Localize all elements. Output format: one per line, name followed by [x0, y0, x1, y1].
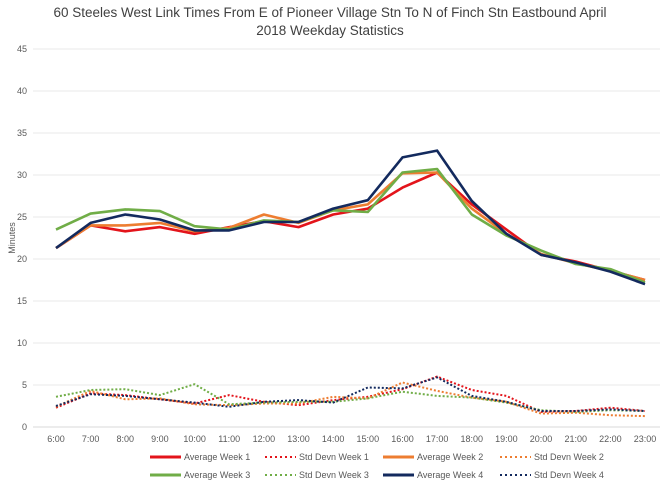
- legend-item: Average Week 2: [383, 452, 483, 462]
- x-tick-label: 10:00: [183, 434, 206, 444]
- x-tick-label: 15:00: [357, 434, 380, 444]
- series-line-average-week-1: [55, 171, 646, 282]
- chart-title-line1: 60 Steeles West Link Times From E of Pio…: [53, 5, 606, 20]
- legend-item: Std Devn Week 1: [265, 452, 369, 462]
- legend-label: Average Week 3: [184, 470, 250, 480]
- x-tick-label: 13:00: [287, 434, 310, 444]
- series-line-average-week-3: [55, 167, 646, 284]
- x-tick-label: 14:00: [322, 434, 345, 444]
- y-tick-label: 30: [17, 170, 27, 180]
- x-tick-label: 11:00: [218, 434, 240, 444]
- y-tick-label: 15: [17, 296, 27, 306]
- legend-item: Average Week 4: [383, 470, 483, 480]
- series-lines: [55, 149, 646, 418]
- legend-label: Std Devn Week 2: [534, 452, 604, 462]
- series-line-std-devn-week-2: [55, 381, 646, 418]
- y-tick-label: 5: [22, 380, 27, 390]
- x-tick-label: 7:00: [82, 434, 100, 444]
- y-tick-label: 25: [17, 212, 27, 222]
- legend-label: Average Week 2: [417, 452, 483, 462]
- y-tick-label: 40: [17, 86, 27, 96]
- legend-label: Std Devn Week 3: [299, 470, 369, 480]
- x-tick-label: 9:00: [151, 434, 169, 444]
- y-axis-label: Minutes: [7, 222, 17, 254]
- y-tick-label: 20: [17, 254, 27, 264]
- x-tick-label: 21:00: [564, 434, 587, 444]
- x-tick-label: 16:00: [391, 434, 414, 444]
- legend-label: Average Week 1: [184, 452, 250, 462]
- y-tick-label: 45: [17, 44, 27, 54]
- x-tick-label: 23:00: [634, 434, 657, 444]
- x-tick-label: 22:00: [599, 434, 622, 444]
- x-tick-label: 12:00: [253, 434, 276, 444]
- chart-title-line2: 2018 Weekday Statistics: [256, 23, 404, 38]
- legend: Average Week 1 Std Devn Week 1 Average Wee…: [150, 452, 604, 480]
- y-tick-labels: 0 5 10 15 20 25 30 35 40 45: [17, 44, 27, 432]
- legend-item: Average Week 1: [150, 452, 250, 462]
- series-line-std-devn-week-1: [55, 375, 646, 413]
- x-tick-label: 8:00: [117, 434, 135, 444]
- x-tick-labels: 6:00 7:00 8:00 9:00 10:00 11:00 12:00 13:00 14:0…: [47, 434, 656, 444]
- y-tick-label: 10: [17, 338, 27, 348]
- series-line-average-week-4: [55, 149, 646, 286]
- x-tick-label: 19:00: [495, 434, 518, 444]
- x-tick-label: 6:00: [47, 434, 65, 444]
- legend-item: Std Devn Week 4: [500, 470, 604, 480]
- legend-label: Average Week 4: [417, 470, 483, 480]
- legend-item: Average Week 3: [150, 470, 250, 480]
- gridlines: [33, 48, 660, 428]
- legend-item: Std Devn Week 3: [265, 470, 369, 480]
- series-line-std-devn-week-4: [55, 376, 646, 412]
- y-tick-label: 0: [22, 422, 27, 432]
- legend-label: Std Devn Week 4: [534, 470, 604, 480]
- x-tick-label: 17:00: [426, 434, 449, 444]
- x-tick-label: 18:00: [460, 434, 483, 444]
- x-tick-label: 20:00: [530, 434, 553, 444]
- legend-item: Std Devn Week 2: [500, 452, 604, 462]
- legend-label: Std Devn Week 1: [299, 452, 369, 462]
- series-line-average-week-2: [55, 171, 646, 282]
- y-tick-label: 35: [17, 128, 27, 138]
